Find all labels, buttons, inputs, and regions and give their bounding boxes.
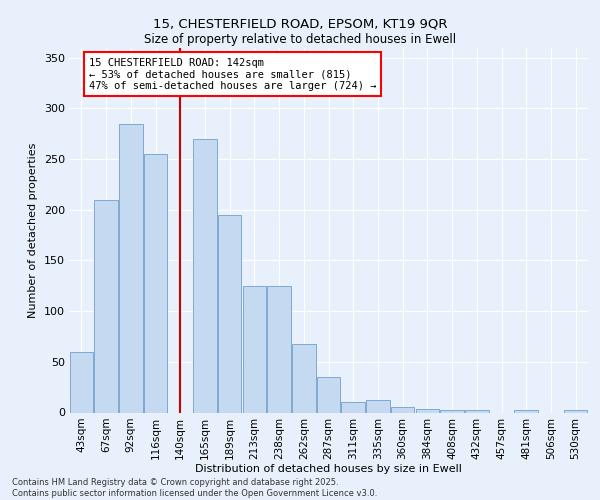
Bar — [366, 400, 389, 412]
Bar — [440, 410, 464, 412]
Text: 15, CHESTERFIELD ROAD, EPSOM, KT19 9QR: 15, CHESTERFIELD ROAD, EPSOM, KT19 9QR — [153, 18, 447, 30]
Bar — [94, 200, 118, 412]
Text: Size of property relative to detached houses in Ewell: Size of property relative to detached ho… — [144, 32, 456, 46]
Bar — [242, 286, 266, 412]
Bar — [119, 124, 143, 412]
Text: 15 CHESTERFIELD ROAD: 142sqm
← 53% of detached houses are smaller (815)
47% of s: 15 CHESTERFIELD ROAD: 142sqm ← 53% of de… — [89, 58, 376, 91]
Bar — [193, 138, 217, 412]
Bar — [268, 286, 291, 412]
Bar — [465, 410, 488, 412]
X-axis label: Distribution of detached houses by size in Ewell: Distribution of detached houses by size … — [195, 464, 462, 474]
Bar — [416, 410, 439, 412]
Bar — [218, 215, 241, 412]
Bar — [70, 352, 93, 412]
Bar — [144, 154, 167, 412]
Y-axis label: Number of detached properties: Number of detached properties — [28, 142, 38, 318]
Text: Contains HM Land Registry data © Crown copyright and database right 2025.
Contai: Contains HM Land Registry data © Crown c… — [12, 478, 377, 498]
Bar — [292, 344, 316, 412]
Bar — [317, 377, 340, 412]
Bar — [341, 402, 365, 412]
Bar — [391, 408, 415, 412]
Bar — [514, 410, 538, 412]
Bar — [564, 410, 587, 412]
